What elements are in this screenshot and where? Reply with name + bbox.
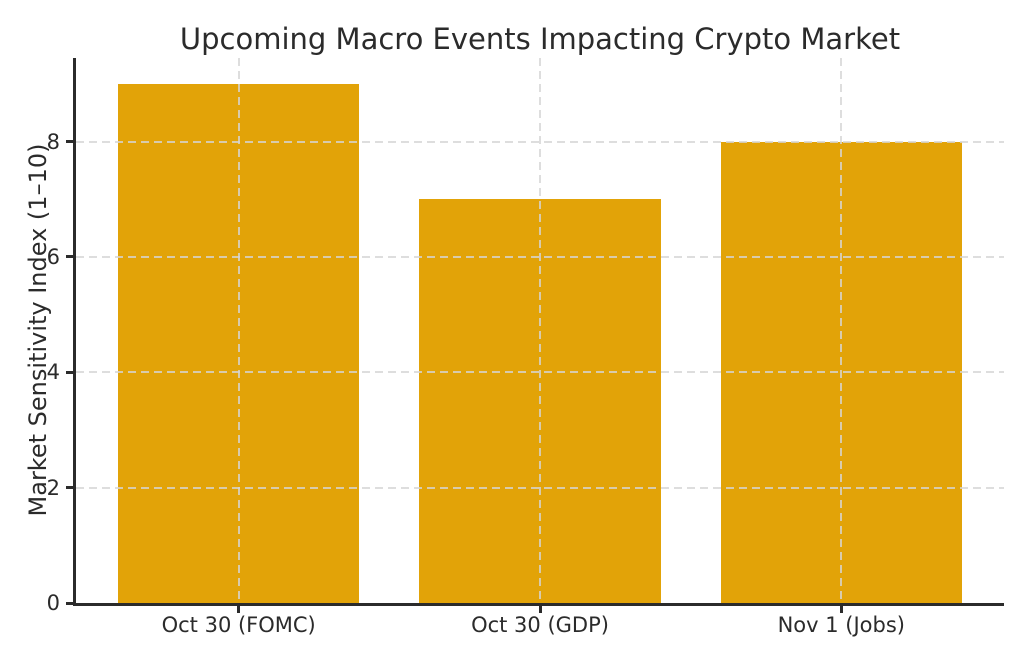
x-tick-label-2: Nov 1 (Jobs) xyxy=(777,613,905,637)
y-tick-mark-2 xyxy=(66,370,73,374)
y-tick-mark-4 xyxy=(66,140,73,144)
y-axis-spine xyxy=(73,58,76,606)
y-tick-mark-3 xyxy=(66,255,73,259)
y-tick-mark-0 xyxy=(66,601,73,605)
x-tick-label-0: Oct 30 (FOMC) xyxy=(161,613,316,637)
y-tick-mark-1 xyxy=(66,486,73,490)
gridline-v-1 xyxy=(539,58,541,603)
y-tick-label-3: 6 xyxy=(46,244,60,269)
chart-title: Upcoming Macro Events Impacting Crypto M… xyxy=(179,22,901,56)
y-tick-label-4: 8 xyxy=(46,129,60,154)
y-tick-label-1: 2 xyxy=(46,475,60,500)
x-tick-mark-0 xyxy=(237,606,241,613)
plot-area: Oct 30 (FOMC) Oct 30 (GDP) Nov 1 (Jobs) 0 2 4… xyxy=(47,58,1004,637)
gridline-h-3 xyxy=(76,255,1004,258)
x-tick-label-1: Oct 30 (GDP) xyxy=(471,613,609,637)
gridline-v-2 xyxy=(840,58,843,603)
x-axis-spine xyxy=(73,603,1004,606)
y-tick-label-2: 4 xyxy=(46,360,60,385)
gridline-v-0 xyxy=(237,58,240,603)
gridline-h-2 xyxy=(76,371,1004,374)
gridline-h-4 xyxy=(76,140,1004,143)
y-axis-label: Market Sensitivity Index (1–10) xyxy=(24,143,52,517)
x-tick-mark-2 xyxy=(839,606,843,613)
x-tick-mark-1 xyxy=(538,606,542,613)
y-tick-label-0: 0 xyxy=(46,591,60,615)
gridline-h-1 xyxy=(76,486,1004,489)
